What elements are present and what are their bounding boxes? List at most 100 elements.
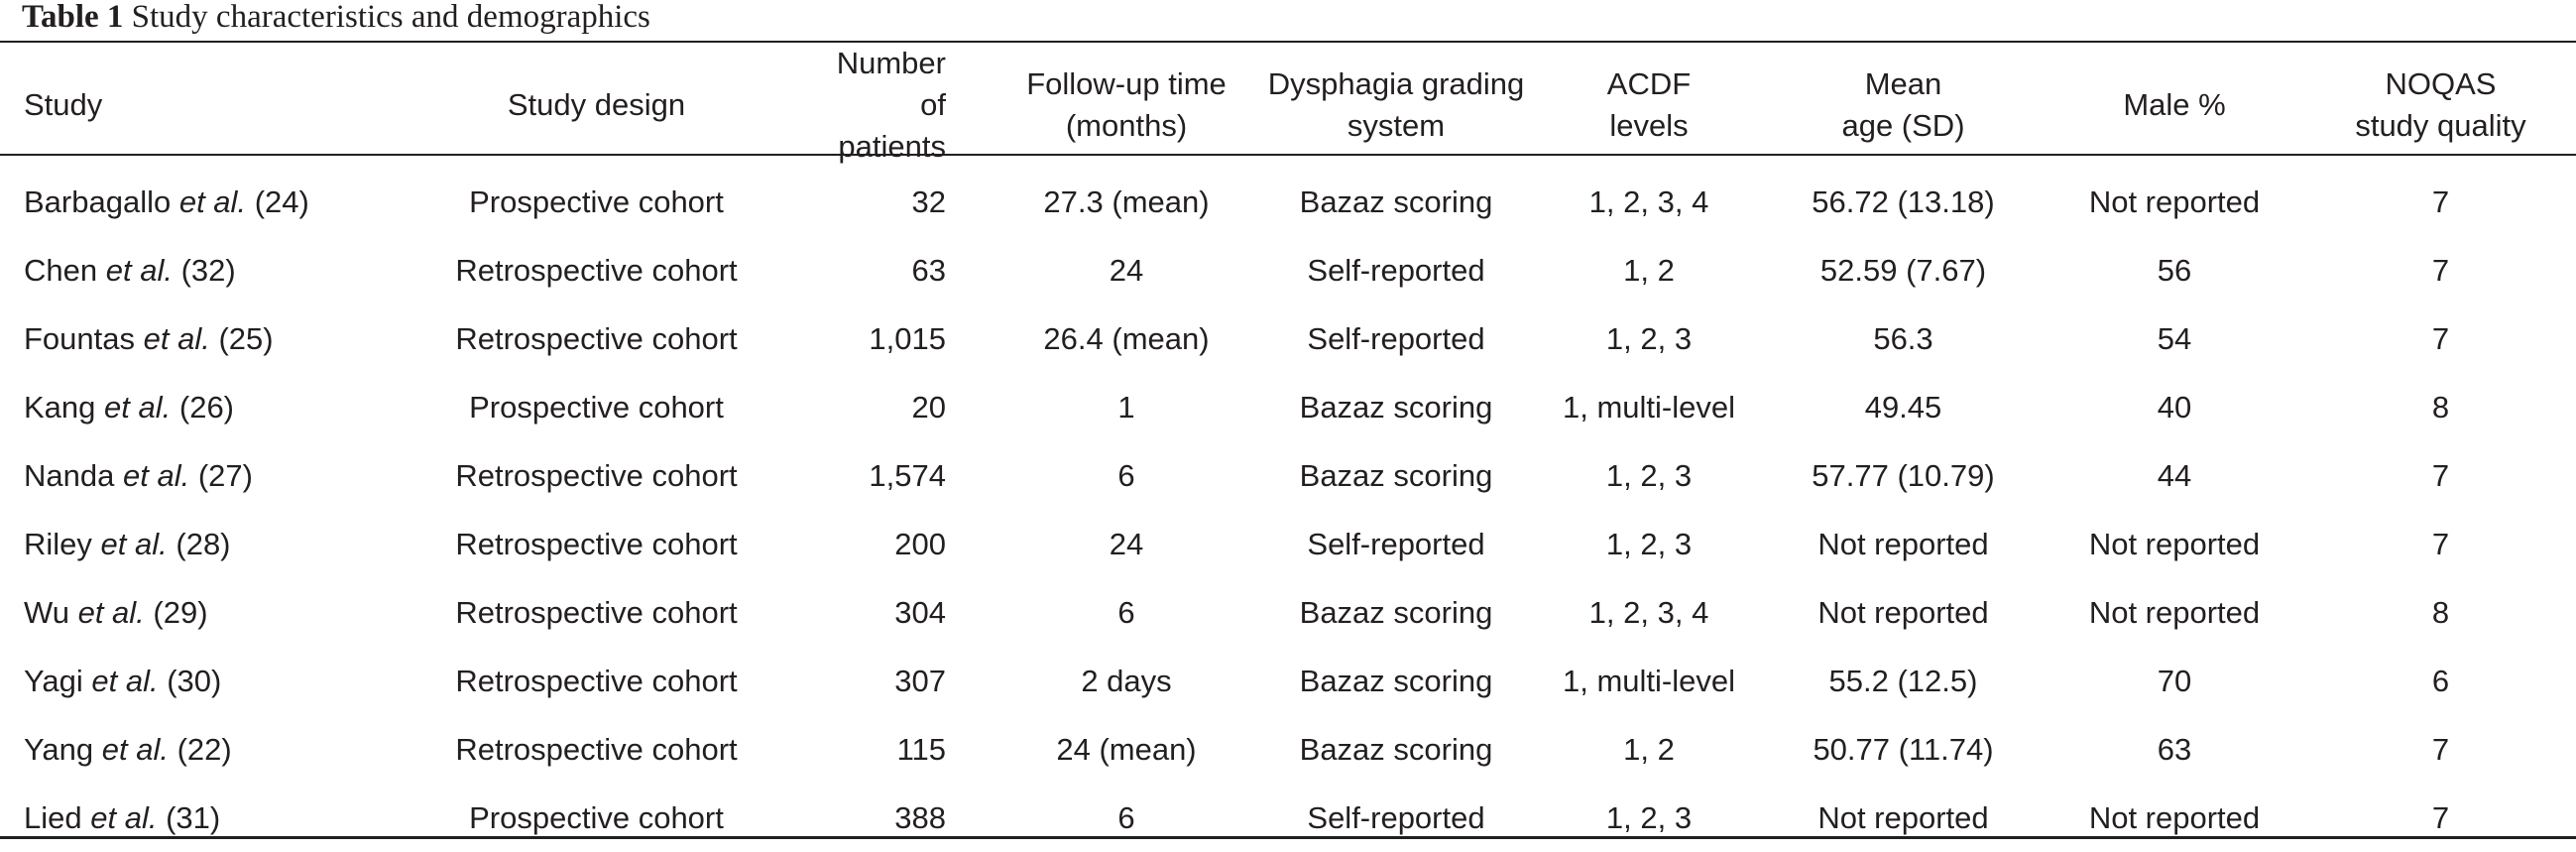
- cell-patients: 63: [911, 252, 946, 288]
- cell-quality: 7: [2431, 731, 2450, 767]
- cell-design: Retrospective cohort: [455, 731, 738, 767]
- table-row: Fountas et al. (25) Retrospective cohort…: [0, 304, 2576, 373]
- cell-grading: Bazaz scoring: [1299, 389, 1493, 425]
- et-al: et al.: [101, 731, 169, 767]
- table-caption-title: Study characteristics and demographics: [131, 0, 650, 35]
- cell-levels: 1, multi-level: [1563, 663, 1735, 698]
- cell-grading: Bazaz scoring: [1299, 731, 1493, 767]
- table-row: Kang et al. (26) Prospective cohort 20 1…: [0, 373, 2576, 441]
- column-header-levels: ACDF levels: [1535, 43, 1763, 168]
- table-row: Riley et al. (28) Retrospective cohort 2…: [0, 510, 2576, 578]
- cell-quality: 8: [2431, 594, 2450, 630]
- et-al: et al.: [90, 799, 158, 835]
- column-header-age: Mean age (SD): [1763, 43, 2044, 168]
- reference-number: (31): [166, 799, 221, 835]
- cell-patients: 388: [894, 799, 946, 835]
- reference-number: (24): [254, 183, 309, 219]
- cell-levels: 1, 2, 3, 4: [1588, 183, 1709, 219]
- cell-followup: 6: [1117, 457, 1135, 493]
- cell-age: 57.77 (10.79): [1812, 457, 1995, 493]
- cell-design: Retrospective cohort: [455, 457, 738, 493]
- author-name: Riley: [24, 526, 92, 561]
- column-header-line: study quality: [2355, 108, 2526, 143]
- column-header-line: Mean: [1864, 66, 1942, 101]
- cell-male: Not reported: [2088, 183, 2261, 219]
- table-header: Study Study design Number of patients Fol…: [0, 43, 2576, 168]
- column-header-line: age (SD): [1841, 108, 1965, 143]
- cell-followup: 6: [1117, 799, 1135, 835]
- column-header-design: Study design: [377, 43, 816, 168]
- column-header-line: Dysphagia grading: [1267, 66, 1525, 101]
- author-name: Barbagallo: [24, 183, 172, 219]
- cell-quality: 6: [2431, 663, 2450, 698]
- et-al: et al.: [143, 320, 210, 356]
- cell-grading: Bazaz scoring: [1299, 183, 1493, 219]
- column-header-followup: Follow-up time (months): [995, 43, 1257, 168]
- cell-levels: 1, 2, 3: [1605, 526, 1693, 561]
- reference-number: (29): [153, 594, 208, 630]
- cell-age: 50.77 (11.74): [1813, 731, 1994, 767]
- author-name: Yang: [24, 731, 94, 767]
- et-al: et al.: [77, 594, 145, 630]
- et-al: et al.: [104, 389, 172, 425]
- cell-quality: 7: [2431, 252, 2450, 288]
- table-bottom-rule: [0, 836, 2576, 839]
- cell-quality: 7: [2431, 526, 2450, 561]
- cell-patients: 20: [911, 389, 946, 425]
- cell-design: Prospective cohort: [469, 389, 724, 425]
- table-top-rule: [0, 41, 2576, 43]
- cell-grading: Self-reported: [1307, 252, 1485, 288]
- cell-study: Yang et al. (22): [0, 715, 377, 784]
- study-characteristics-table: Study Study design Number of patients Fol…: [0, 43, 2576, 852]
- cell-levels: 1, 2, 3: [1605, 320, 1693, 356]
- cell-followup: 24 (mean): [1056, 731, 1197, 767]
- cell-design: Retrospective cohort: [455, 526, 738, 561]
- table-caption-label: Table 1: [22, 0, 124, 35]
- cell-followup: 24: [1109, 252, 1144, 288]
- cell-grading: Bazaz scoring: [1299, 663, 1493, 698]
- cell-male: 63: [2157, 731, 2192, 767]
- cell-study: Fountas et al. (25): [0, 304, 377, 373]
- cell-age: 49.45: [1864, 389, 1942, 425]
- column-header-line: Male %: [2123, 87, 2226, 122]
- table-row: Nanda et al. (27) Retrospective cohort 1…: [0, 441, 2576, 510]
- column-header-line: levels: [1609, 108, 1689, 143]
- column-header-line: NOQAS: [2385, 66, 2497, 101]
- author-name: Chen: [24, 252, 98, 288]
- cell-age: 52.59 (7.67): [1819, 252, 1987, 288]
- table-row: Wu et al. (29) Retrospective cohort 304 …: [0, 578, 2576, 647]
- cell-male: Not reported: [2088, 526, 2261, 561]
- author-name: Nanda: [24, 457, 115, 493]
- et-al: et al.: [105, 252, 173, 288]
- cell-patients: 115: [896, 731, 946, 767]
- author-name: Kang: [24, 389, 96, 425]
- cell-quality: 7: [2431, 457, 2450, 493]
- cell-study: Yagi et al. (30): [0, 647, 377, 715]
- column-header-line: Study: [24, 87, 103, 122]
- table-row: Yang et al. (22) Retrospective cohort 11…: [0, 715, 2576, 784]
- et-al: et al.: [178, 183, 247, 219]
- cell-male: 54: [2157, 320, 2192, 356]
- table-row: Barbagallo et al. (24) Prospective cohor…: [0, 168, 2576, 236]
- cell-design: Prospective cohort: [469, 799, 724, 835]
- cell-levels: 1, 2: [1623, 252, 1675, 288]
- cell-design: Retrospective cohort: [455, 252, 738, 288]
- table-header-rule: [0, 154, 2576, 156]
- cell-age: 56.3: [1873, 320, 1933, 356]
- cell-age: Not reported: [1817, 526, 1989, 561]
- cell-patients: 307: [894, 663, 946, 698]
- cell-quality: 7: [2431, 183, 2450, 219]
- column-header-patients: Number of patients: [816, 43, 995, 168]
- cell-patients: 1,574: [869, 457, 946, 493]
- cell-age: 55.2 (12.5): [1828, 663, 1978, 698]
- cell-followup: 1: [1117, 389, 1135, 425]
- cell-quality: 7: [2431, 799, 2450, 835]
- column-header-line: system: [1347, 108, 1446, 143]
- et-al: et al.: [100, 526, 168, 561]
- cell-followup: 24: [1109, 526, 1144, 561]
- cell-male: 40: [2157, 389, 2192, 425]
- column-header-male: Male %: [2044, 43, 2305, 168]
- column-header-line: Follow-up time: [1026, 66, 1227, 101]
- reference-number: (32): [180, 252, 236, 288]
- reference-number: (22): [176, 731, 232, 767]
